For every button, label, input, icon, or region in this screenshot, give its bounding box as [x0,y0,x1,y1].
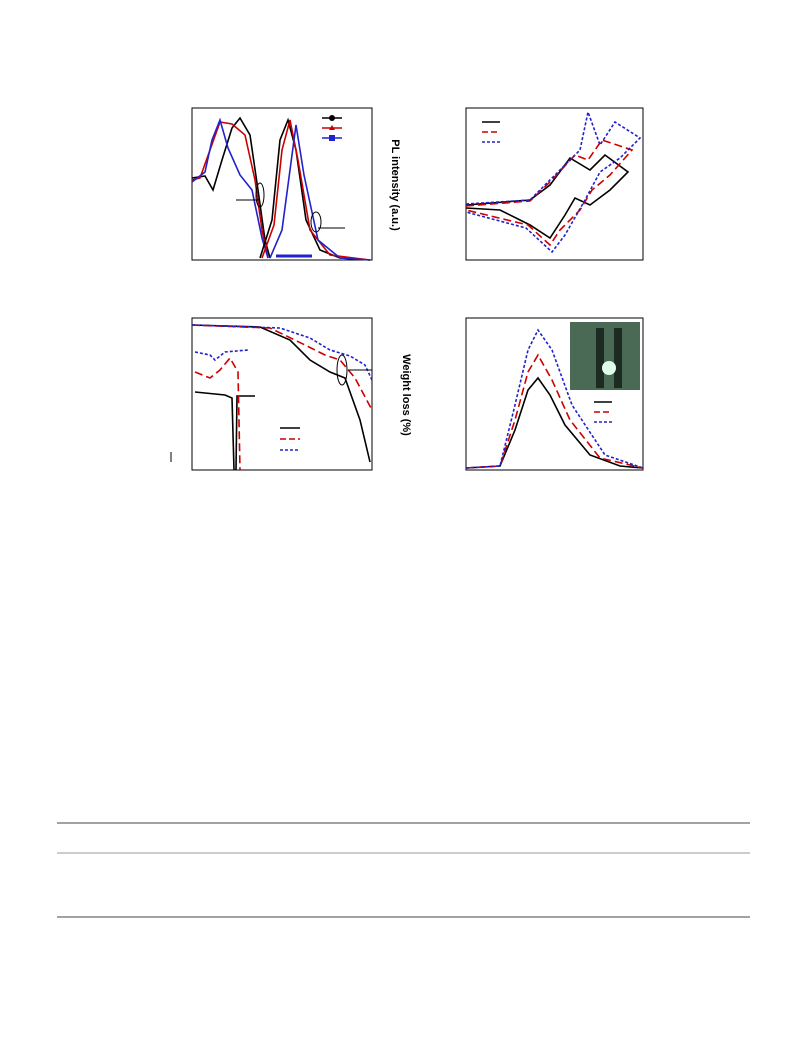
axis-label: PL intensity (a.u.) [389,139,401,231]
panel-frame [191,107,373,261]
panel-2-curves [465,109,642,254]
panel-frames [191,107,644,471]
panel-4-curves [465,322,644,469]
panel-frame [465,317,644,471]
panel-1-curves [191,115,371,261]
panel-frame [191,317,373,471]
panel-frame [465,107,644,261]
panel-3-curves [170,324,373,471]
axis-label: Weight loss (%) [400,354,412,436]
